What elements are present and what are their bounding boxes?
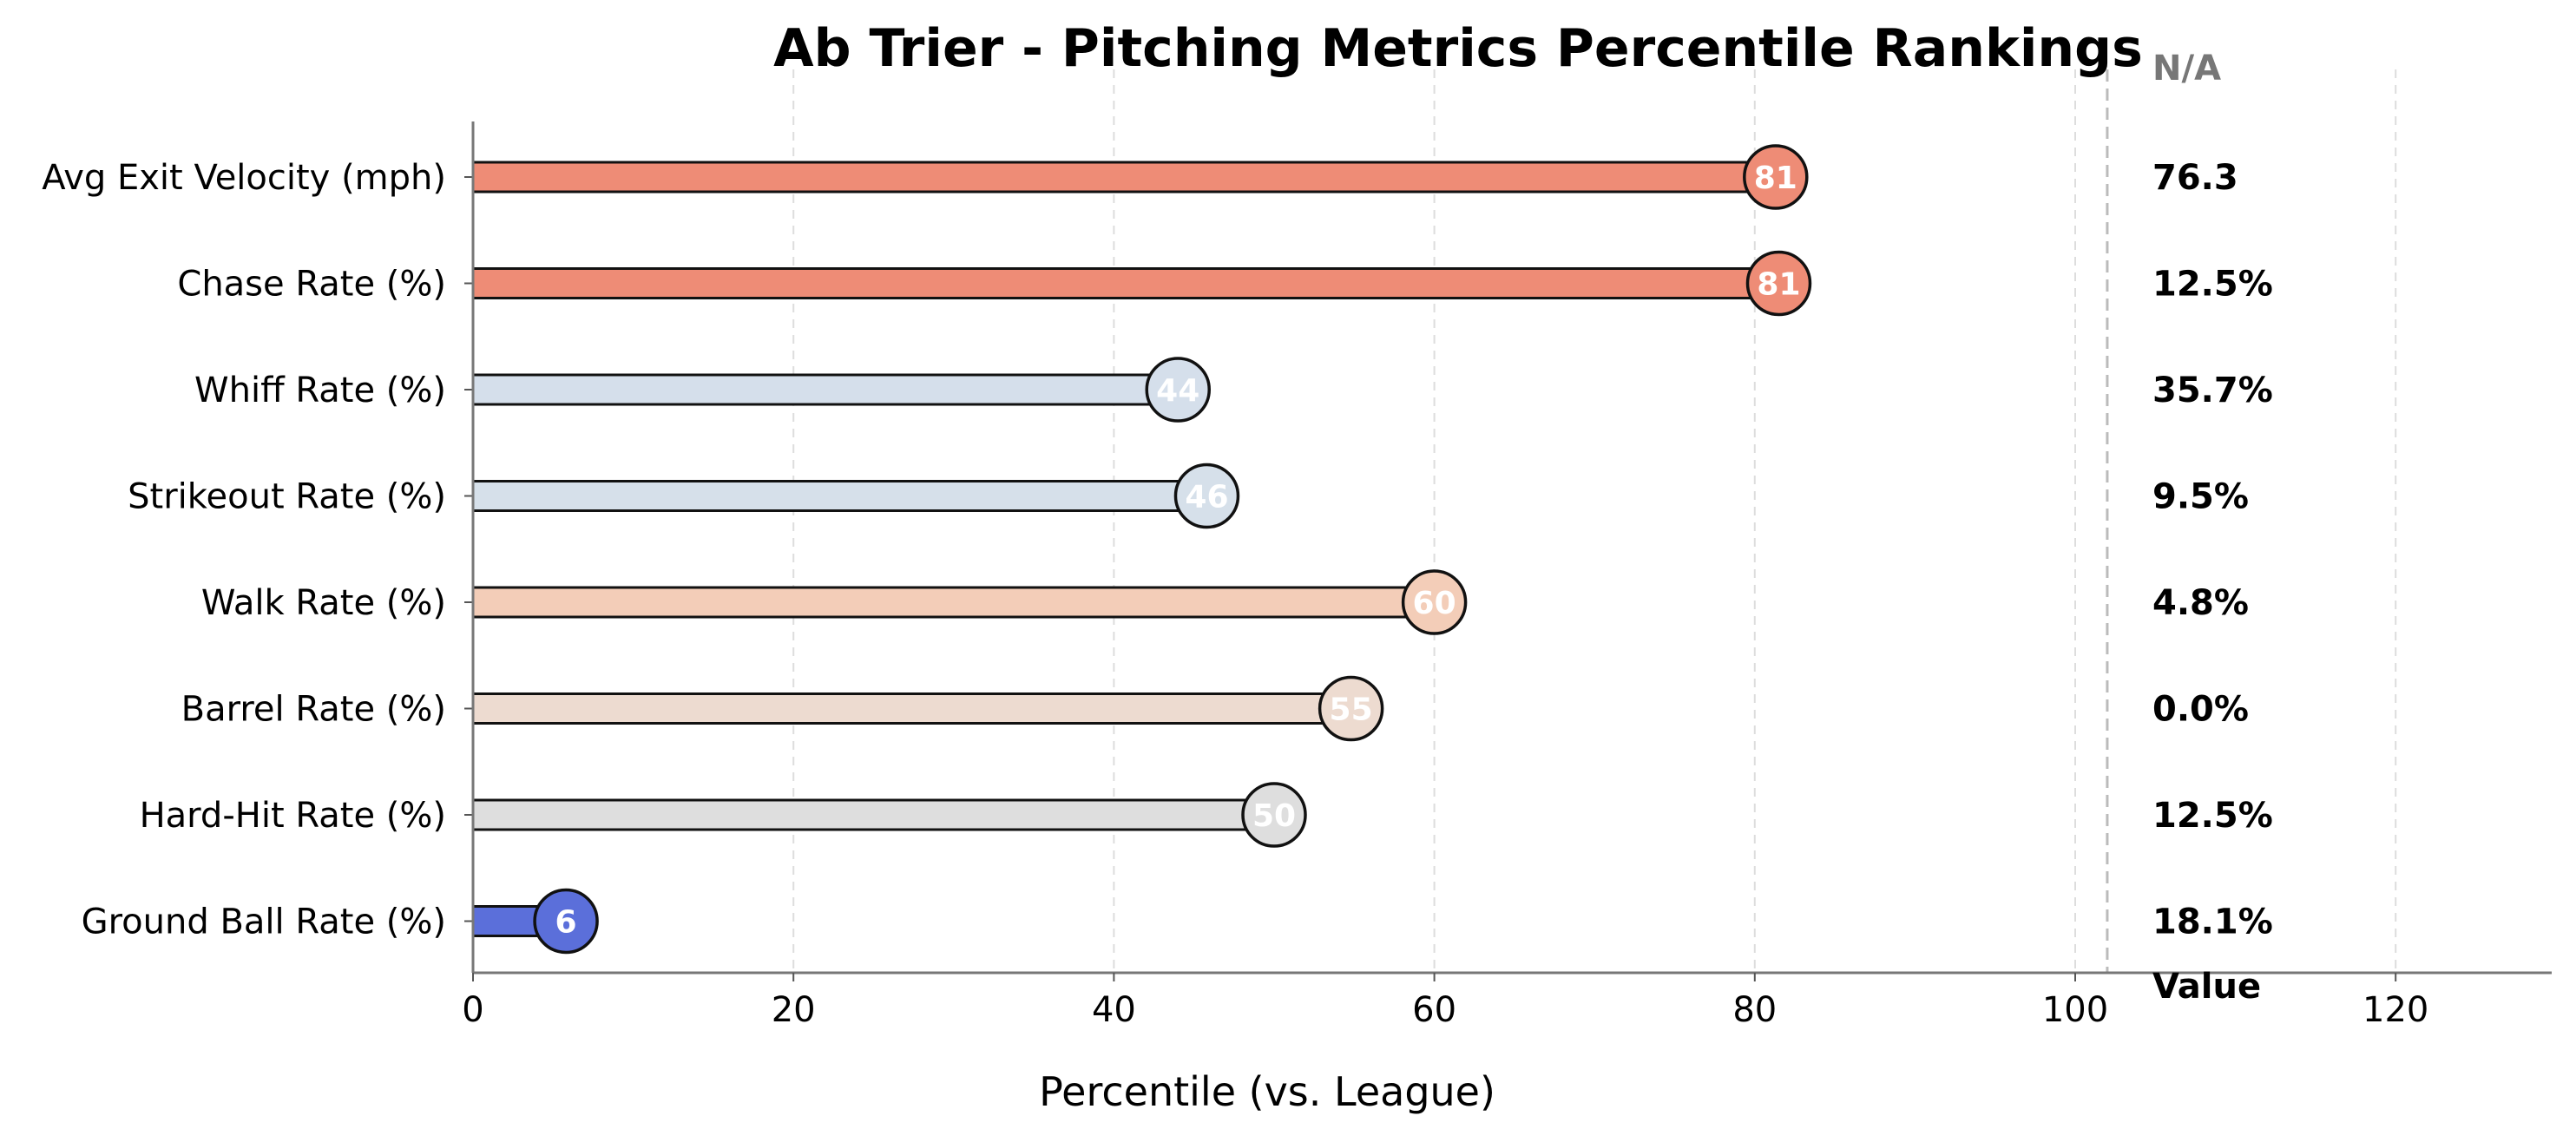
bar-0 [471, 161, 1778, 194]
raw-value-1: 12.5% [2152, 265, 2273, 305]
raw-value-5: 0.0% [2152, 690, 2249, 730]
x-tick-label-120: 120 [2362, 990, 2428, 1030]
percentile-label-5: 55 [1330, 692, 1373, 728]
raw-value-2: 35.7% [2152, 371, 2273, 410]
y-label-1: Chase Rate (%) [177, 265, 446, 305]
x-tick-label-100: 100 [2042, 990, 2108, 1030]
raw-values-column: 76.3 12.5% 35.7% 9.5% 4.8% 0.0% 12.5% 18.1% [2152, 158, 2273, 942]
y-label-4: Walk Rate (%) [201, 583, 446, 623]
y-label-0: Avg Exit Velocity (mph) [42, 158, 446, 198]
raw-value-0: 76.3 [2152, 158, 2238, 198]
bars-layer: 81 81 44 46 60 55 50 6 [471, 144, 1812, 955]
bar-2 [471, 373, 1180, 406]
marker-0 [1743, 144, 1809, 210]
percentile-label-4: 60 [1413, 586, 1456, 621]
percentile-label-1: 81 [1757, 267, 1800, 303]
marker-2 [1145, 357, 1211, 423]
x-tick-label-20: 20 [772, 990, 816, 1030]
y-axis-labels: Avg Exit Velocity (mph) Chase Rate (%) Whi… [42, 158, 473, 942]
bar-4 [471, 586, 1436, 619]
bar-1 [471, 267, 1780, 299]
percentile-label-2: 44 [1156, 373, 1199, 409]
raw-value-3: 9.5% [2152, 477, 2249, 517]
y-label-3: Strikeout Rate (%) [128, 477, 446, 517]
x-axis-title: Percentile (vs. League) [1039, 1068, 1495, 1115]
bar-5 [471, 692, 1353, 725]
grid-layer [792, 69, 2397, 973]
x-tick-label-40: 40 [1092, 990, 1136, 1030]
raw-values-header: Value [2152, 967, 2261, 1007]
x-tick-label-60: 60 [1412, 990, 1456, 1030]
marker-6 [1241, 782, 1307, 848]
percentile-label-3: 46 [1185, 480, 1228, 515]
y-label-7: Ground Ball Rate (%) [82, 902, 446, 942]
axes: 0 20 40 60 80 100 120 [462, 121, 2552, 1030]
percentile-label-0: 81 [1754, 161, 1797, 196]
marker-4 [1401, 569, 1468, 635]
x-tick-label-80: 80 [1732, 990, 1777, 1030]
bar-6 [471, 798, 1276, 831]
chart-title: Ab Trier - Pitching Metrics Percentile R… [773, 18, 2143, 79]
bar-3 [471, 480, 1208, 512]
y-label-2: Whiff Rate (%) [194, 371, 446, 410]
raw-values-na-label: N/A [2152, 49, 2221, 89]
percentile-label-7: 6 [555, 905, 577, 941]
y-label-6: Hard-Hit Rate (%) [140, 796, 446, 836]
marker-1 [1745, 250, 1812, 317]
marker-7 [533, 888, 599, 955]
percentile-label-6: 50 [1252, 798, 1296, 834]
raw-value-4: 4.8% [2152, 583, 2249, 623]
marker-5 [1318, 675, 1384, 742]
raw-value-6: 12.5% [2152, 796, 2273, 836]
raw-value-7: 18.1% [2152, 902, 2273, 942]
marker-3 [1173, 463, 1240, 529]
y-label-5: Barrel Rate (%) [181, 690, 446, 730]
x-tick-label-0: 0 [462, 990, 483, 1030]
